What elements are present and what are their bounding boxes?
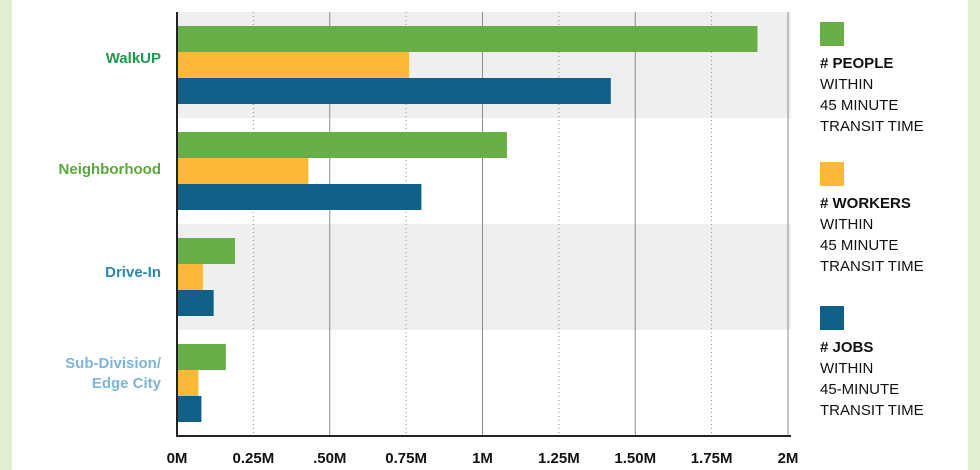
legend-line: 45-MINUTE [820,381,900,398]
x-tick-label: .50M [313,450,347,467]
legend-swatch-workers [820,162,844,186]
bar [177,290,214,316]
left-frame-border [0,0,12,470]
legend-line: TRANSIT TIME [820,258,924,275]
legend-head: # WORKERS [820,195,911,212]
legend-item-jobs: # JOBS WITHIN 45-MINUTE TRANSIT TIME [820,306,960,421]
bar [177,344,226,370]
legend-text-jobs: # JOBS WITHIN 45-MINUTE TRANSIT TIME [820,337,960,421]
bar [177,158,309,184]
x-tick-label: 1.50M [614,450,657,467]
category-label-walkup: WalkUP [105,50,161,67]
x-tick-label: 0M [166,450,188,467]
bar [177,52,410,78]
bar [177,396,202,422]
bar [177,238,236,264]
category-label-drive-in: Drive-In [105,264,161,281]
legend-line: WITHIN [820,76,874,93]
legend-line: TRANSIT TIME [820,118,924,135]
bar [177,26,758,52]
category-label-sub-division-text: Sub-Division/ Edge City [65,355,161,392]
x-tick-label: 0.25M [232,450,275,467]
x-tick-label: 1M [472,450,493,467]
legend-swatch-people [820,22,844,46]
bar [177,264,203,290]
x-tick-label: 0.75M [385,450,427,467]
category-label-neighborhood: Neighborhood [58,161,161,178]
legend-line: WITHIN [820,360,874,377]
legend-head: # JOBS [820,339,874,356]
category-band [177,224,791,330]
legend-item-workers: # WORKERS WITHIN 45 MINUTE TRANSIT TIME [820,162,960,277]
x-tick-label: 1.25M [538,450,580,467]
legend-line: TRANSIT TIME [820,402,924,419]
legend-head: # PEOPLE [820,55,894,72]
legend-text-people: # PEOPLE WITHIN 45 MINUTE TRANSIT TIME [820,53,960,137]
legend-line: WITHIN [820,216,874,233]
bar [177,78,611,104]
x-tick-label: 2M [777,450,799,467]
legend-line: 45 MINUTE [820,97,899,114]
x-tick-label: 1.75M [690,450,733,467]
legend-text-workers: # WORKERS WITHIN 45 MINUTE TRANSIT TIME [820,193,960,277]
legend-line: 45 MINUTE [820,237,899,254]
right-frame-border [968,0,980,470]
legend-item-people: # PEOPLE WITHIN 45 MINUTE TRANSIT TIME [820,22,960,137]
bar [177,370,199,396]
category-label-sub-division: Sub-Division/ Edge City [31,354,161,394]
legend-swatch-jobs [820,306,844,330]
bar [177,132,507,158]
bar [177,184,422,210]
